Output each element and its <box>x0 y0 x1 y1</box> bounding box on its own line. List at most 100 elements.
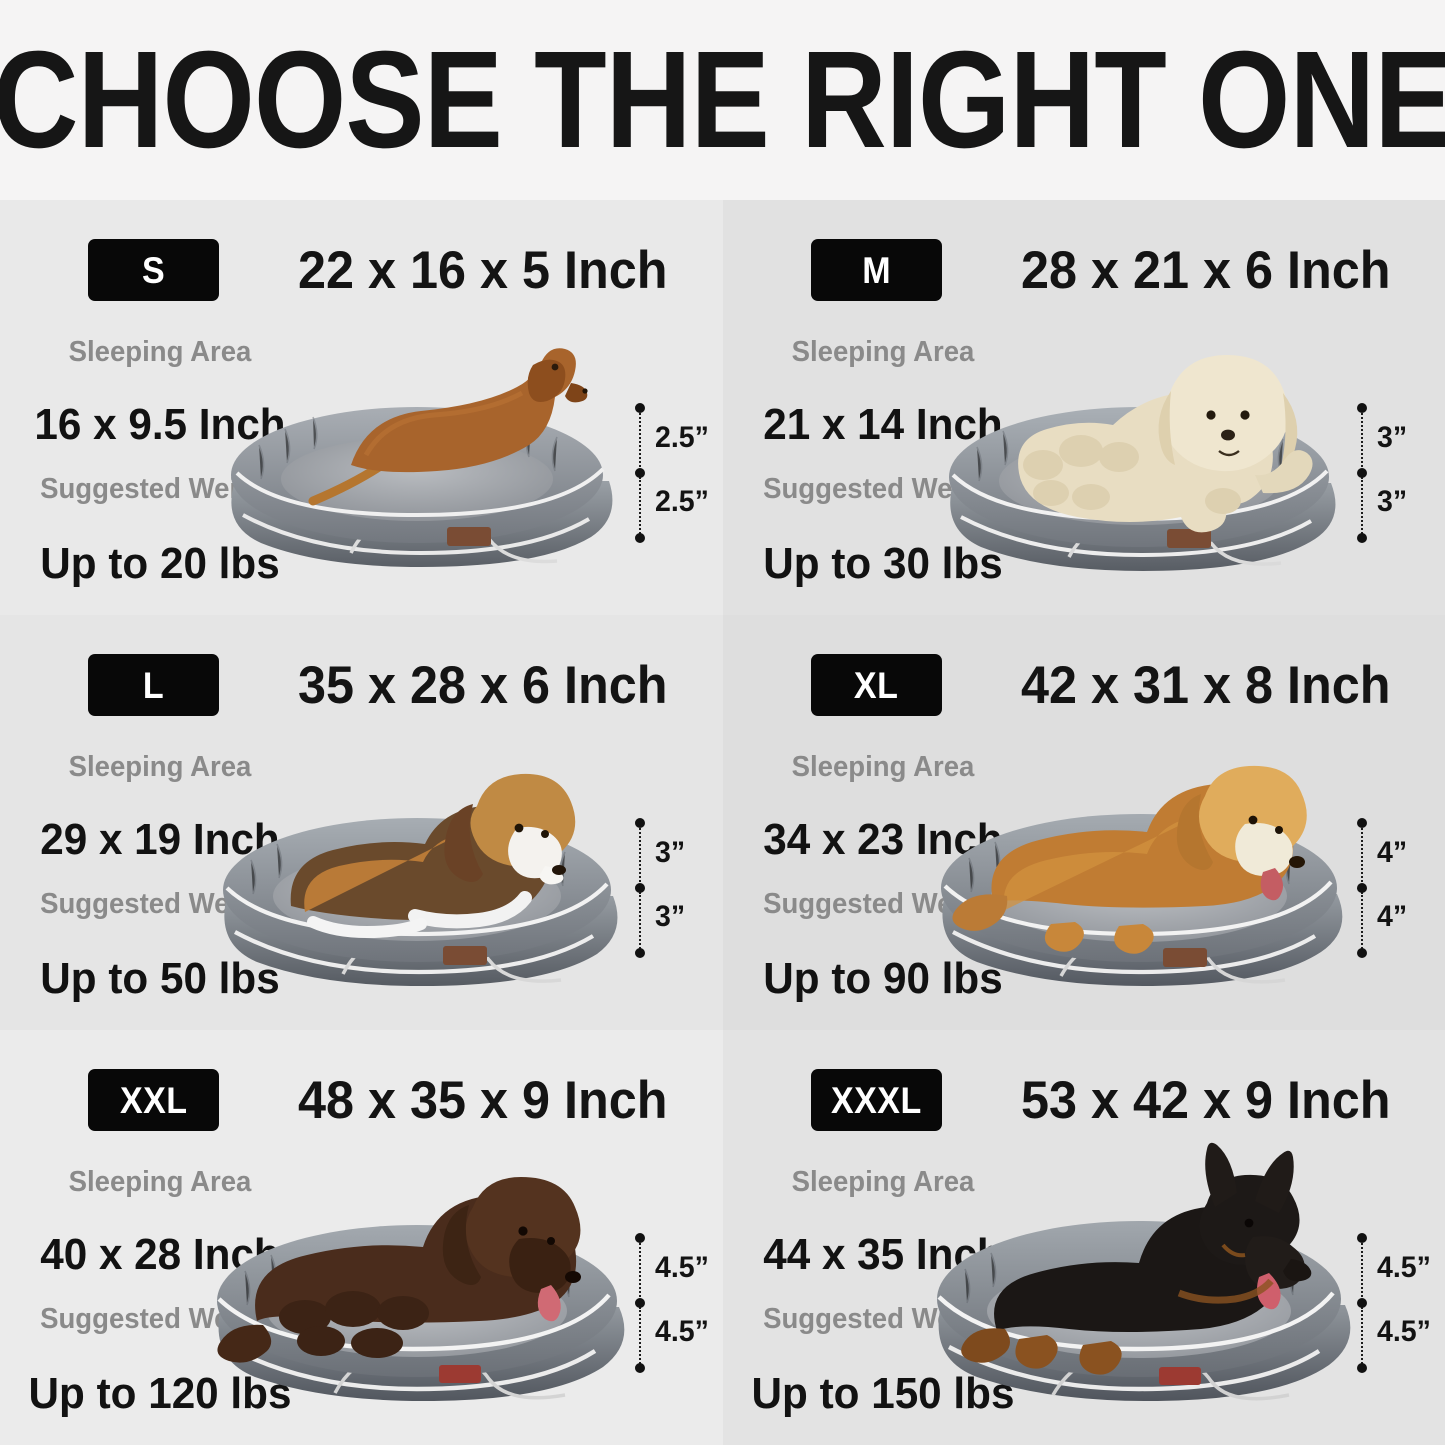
callout-rule <box>1357 403 1367 543</box>
product-image-xl <box>923 720 1353 1020</box>
header-banner: CHOOSE THE RIGHT ONE <box>0 0 1445 200</box>
size-badge-label: XL <box>854 664 899 706</box>
callout-dot-middle <box>635 883 645 893</box>
overall-dimensions-xxxl: 53 x 42 x 9 Inch <box>1021 1070 1391 1130</box>
size-cell-xxl[interactable]: XXL 48 x 35 x 9 Inch Sleeping Area 40 x … <box>0 1030 723 1445</box>
suggested-weight-value: Up to 20 lbs <box>40 539 280 588</box>
size-cell-m[interactable]: M 28 x 21 x 6 Inch Sleeping Area 21 x 14… <box>723 200 1445 615</box>
callout-rule <box>635 818 645 958</box>
size-badge-s: S <box>88 239 219 301</box>
overall-dimensions-xxl: 48 x 35 x 9 Inch <box>298 1070 668 1130</box>
overall-dimensions-xl: 42 x 31 x 8 Inch <box>1021 655 1391 715</box>
callout-rule <box>635 1233 645 1373</box>
height-callout-xxl: 4.5” 4.5” <box>629 1233 709 1373</box>
suggested-weight-value: Up to 90 lbs <box>763 954 1003 1003</box>
height-top-label: 4.5” <box>1377 1251 1431 1284</box>
callout-dash-bottom <box>639 477 641 537</box>
callout-dot-bottom <box>1357 948 1367 958</box>
size-badge-label: XXL <box>119 1079 188 1121</box>
product-image-l <box>201 720 631 1020</box>
callout-dot-middle <box>635 1298 645 1308</box>
height-bottom-label: 3” <box>655 900 686 933</box>
suggested-weight-value: Up to 50 lbs <box>40 954 280 1003</box>
callout-dot-middle <box>1357 883 1367 893</box>
height-bottom-label: 4.5” <box>1377 1315 1431 1348</box>
sleeping-area-label: Sleeping Area <box>791 1166 975 1198</box>
overall-dimensions-s: 22 x 16 x 5 Inch <box>298 240 668 300</box>
height-bottom-label: 4.5” <box>655 1315 709 1348</box>
info-stack-s: Sleeping Area 16 x 9.5 Inch Suggested We… <box>0 338 320 586</box>
height-callout-s: 2.5” 2.5” <box>629 403 709 543</box>
callout-dot-top <box>1357 818 1367 828</box>
size-badge-xxxl: XXXL <box>811 1069 942 1131</box>
callout-rule <box>635 403 645 543</box>
sleeping-area-label: Sleeping Area <box>68 336 252 368</box>
callout-dot-top <box>635 818 645 828</box>
size-badge-m: M <box>811 239 942 301</box>
callout-dot-middle <box>1357 468 1367 478</box>
product-image-s <box>201 305 631 605</box>
callout-dash-bottom <box>639 892 641 952</box>
callout-dot-bottom <box>635 533 645 543</box>
callout-dot-middle <box>1357 1298 1367 1308</box>
cell-header-l: L 35 x 28 x 6 Inch <box>0 653 723 717</box>
size-badge-label: M <box>862 249 891 291</box>
callout-dot-bottom <box>635 1363 645 1373</box>
height-callout-l: 3” 3” <box>629 818 707 958</box>
cell-header-xxl: XXL 48 x 35 x 9 Inch <box>0 1068 723 1132</box>
height-bottom-label: 3” <box>1377 485 1408 518</box>
sleeping-area-label: Sleeping Area <box>791 336 975 368</box>
size-badge-label: L <box>142 664 165 706</box>
callout-dash-top <box>1361 409 1363 471</box>
height-callout-xl: 4” 4” <box>1351 818 1429 958</box>
height-callout-xxxl: 4.5” 4.5” <box>1351 1233 1431 1373</box>
callout-dash-top <box>1361 1239 1363 1301</box>
callout-dash-bottom <box>1361 1307 1363 1367</box>
height-top-label: 4.5” <box>655 1251 709 1284</box>
overall-dimensions-l: 35 x 28 x 6 Inch <box>298 655 668 715</box>
callout-dot-top <box>1357 403 1367 413</box>
callout-dash-top <box>1361 824 1363 886</box>
size-badge-xl: XL <box>811 654 942 716</box>
callout-dot-top <box>635 1233 645 1243</box>
sleeping-area-label: Sleeping Area <box>68 1166 252 1198</box>
callout-dash-bottom <box>1361 477 1363 537</box>
product-image-m <box>923 305 1353 605</box>
cell-header-xl: XL 42 x 31 x 8 Inch <box>723 653 1445 717</box>
height-top-label: 3” <box>1377 421 1408 454</box>
info-stack-m: Sleeping Area 21 x 14 Inch Suggested Wei… <box>723 338 1043 586</box>
callout-dot-bottom <box>635 948 645 958</box>
height-top-label: 4” <box>1377 836 1408 869</box>
callout-dash-top <box>639 409 641 471</box>
sleeping-area-label: Sleeping Area <box>791 751 975 783</box>
size-cell-xl[interactable]: XL 42 x 31 x 8 Inch Sleeping Area 34 x 2… <box>723 615 1445 1030</box>
size-badge-xxl: XXL <box>88 1069 219 1131</box>
height-top-label: 2.5” <box>655 421 709 454</box>
callout-dash-top <box>639 1239 641 1301</box>
sleeping-area-label: Sleeping Area <box>68 751 252 783</box>
callout-dot-top <box>635 403 645 413</box>
callout-dash-top <box>639 824 641 886</box>
callout-dot-middle <box>635 468 645 478</box>
height-bottom-label: 2.5” <box>655 485 709 518</box>
callout-rule <box>1357 818 1367 958</box>
size-cell-s[interactable]: S 22 x 16 x 5 Inch Sleeping Area 16 x 9.… <box>0 200 723 615</box>
sleeping-area-value: 16 x 9.5 Inch <box>34 400 286 449</box>
size-cell-l[interactable]: L 35 x 28 x 6 Inch Sleeping Area 29 x 19… <box>0 615 723 1030</box>
size-badge-l: L <box>88 654 219 716</box>
height-callout-m: 3” 3” <box>1351 403 1429 543</box>
size-badge-label: S <box>141 249 166 291</box>
product-image-xxxl <box>923 1135 1353 1435</box>
callout-dash-bottom <box>1361 892 1363 952</box>
height-bottom-label: 4” <box>1377 900 1408 933</box>
page-title: CHOOSE THE RIGHT ONE <box>0 23 1445 177</box>
sleeping-area-value: 29 x 19 Inch <box>40 815 280 864</box>
callout-dot-top <box>1357 1233 1367 1243</box>
cell-header-m: M 28 x 21 x 6 Inch <box>723 238 1445 302</box>
sleeping-area-value: 21 x 14 Inch <box>763 400 1003 449</box>
suggested-weight-value: Up to 30 lbs <box>763 539 1003 588</box>
callout-dot-bottom <box>1357 533 1367 543</box>
size-cell-xxxl[interactable]: XXXL 53 x 42 x 9 Inch Sleeping Area 44 x… <box>723 1030 1445 1445</box>
cell-header-xxxl: XXXL 53 x 42 x 9 Inch <box>723 1068 1445 1132</box>
